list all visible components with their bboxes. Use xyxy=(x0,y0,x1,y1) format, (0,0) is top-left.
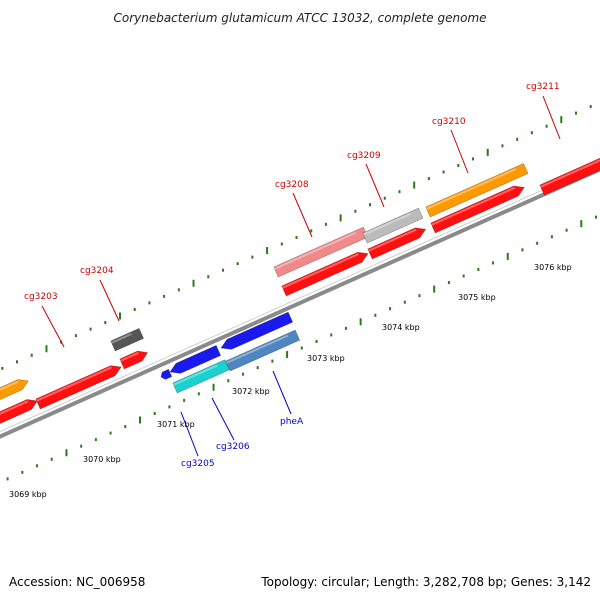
gene-arrow-shine xyxy=(363,212,412,236)
gene-arrow xyxy=(169,345,222,374)
accession-text: Accession: NC_006958 xyxy=(9,575,145,589)
gene-arrow xyxy=(281,251,369,297)
gene-arrow xyxy=(539,157,600,196)
gene-arrow xyxy=(35,365,122,410)
leader-line xyxy=(542,95,561,140)
leader-line xyxy=(272,370,292,415)
kbp-label: 3069 kbp xyxy=(9,490,47,499)
gene-arrow-shine xyxy=(36,366,112,402)
tick-marks xyxy=(1,105,598,481)
gene-arrow xyxy=(160,368,173,380)
gene-label-cg3206[interactable]: cg3206 xyxy=(216,442,250,452)
leader-line xyxy=(365,163,385,208)
leader-line xyxy=(211,397,235,441)
gene-label-cg3208[interactable]: cg3208 xyxy=(275,180,309,190)
gene-arrow xyxy=(0,379,29,400)
gene-arrow-shine xyxy=(226,334,289,364)
kbp-label: 3072 kbp xyxy=(232,387,270,396)
gene-arrow-shine xyxy=(368,228,417,252)
gene-arrow xyxy=(110,327,144,352)
gene-label-cg3209[interactable]: cg3209 xyxy=(347,151,381,161)
gene-arrow xyxy=(119,350,149,370)
leader-line xyxy=(99,279,120,322)
gene-arrow-shine xyxy=(282,253,359,289)
gene-arrow-shine xyxy=(173,364,218,386)
gene-arrow-shine xyxy=(120,351,139,362)
gene-arrow xyxy=(220,311,294,350)
gene-label-cg3204[interactable]: cg3204 xyxy=(80,266,114,276)
kbp-label: 3074 kbp xyxy=(382,323,420,332)
gene-arrow-shine xyxy=(0,400,29,415)
gene-arrow xyxy=(0,399,39,424)
gene-label-pheA[interactable]: pheA xyxy=(280,417,304,427)
kbp-label: 3076 kbp xyxy=(534,263,572,272)
genome-title: Corynebacterium glutamicum ATCC 13032, c… xyxy=(113,11,486,25)
gene-arrow xyxy=(430,185,525,234)
gene-arrow-shine xyxy=(431,186,516,226)
gene-arrow xyxy=(225,329,301,372)
gene-arrow xyxy=(367,227,427,260)
kbp-label: 3073 kbp xyxy=(307,354,345,363)
gene-label-cg3203[interactable]: cg3203 xyxy=(24,292,58,302)
leader-line xyxy=(180,411,199,457)
gene-arrow xyxy=(425,163,529,218)
gene-features xyxy=(0,157,600,424)
leader-line xyxy=(450,129,469,174)
gene-arrow-shine xyxy=(0,380,20,391)
topology-text: Topology: circular; Length: 3,282,708 bp… xyxy=(260,575,591,589)
gene-label-cg3205[interactable]: cg3205 xyxy=(181,459,215,469)
gene-label-cg3210[interactable]: cg3210 xyxy=(432,117,466,127)
gene-arrow-shine xyxy=(111,332,133,344)
kbp-label: 3075 kbp xyxy=(458,293,496,302)
gene-arrow xyxy=(172,359,230,394)
backbone-highlight xyxy=(0,163,600,433)
gene-arrow xyxy=(362,207,424,244)
kbp-label: 3071 kbp xyxy=(157,420,195,429)
gene-arrow-shine xyxy=(274,231,357,270)
label-leader-lines xyxy=(41,95,561,457)
leader-line xyxy=(41,305,65,348)
backbone-line xyxy=(0,167,600,439)
gene-arrow-shine xyxy=(426,168,517,210)
genome-backbone xyxy=(0,163,600,439)
gene-label-cg3211[interactable]: cg3211 xyxy=(526,82,560,92)
leader-line xyxy=(292,192,313,238)
kbp-label: 3070 kbp xyxy=(83,455,121,464)
gene-arrow-shine xyxy=(540,159,600,188)
